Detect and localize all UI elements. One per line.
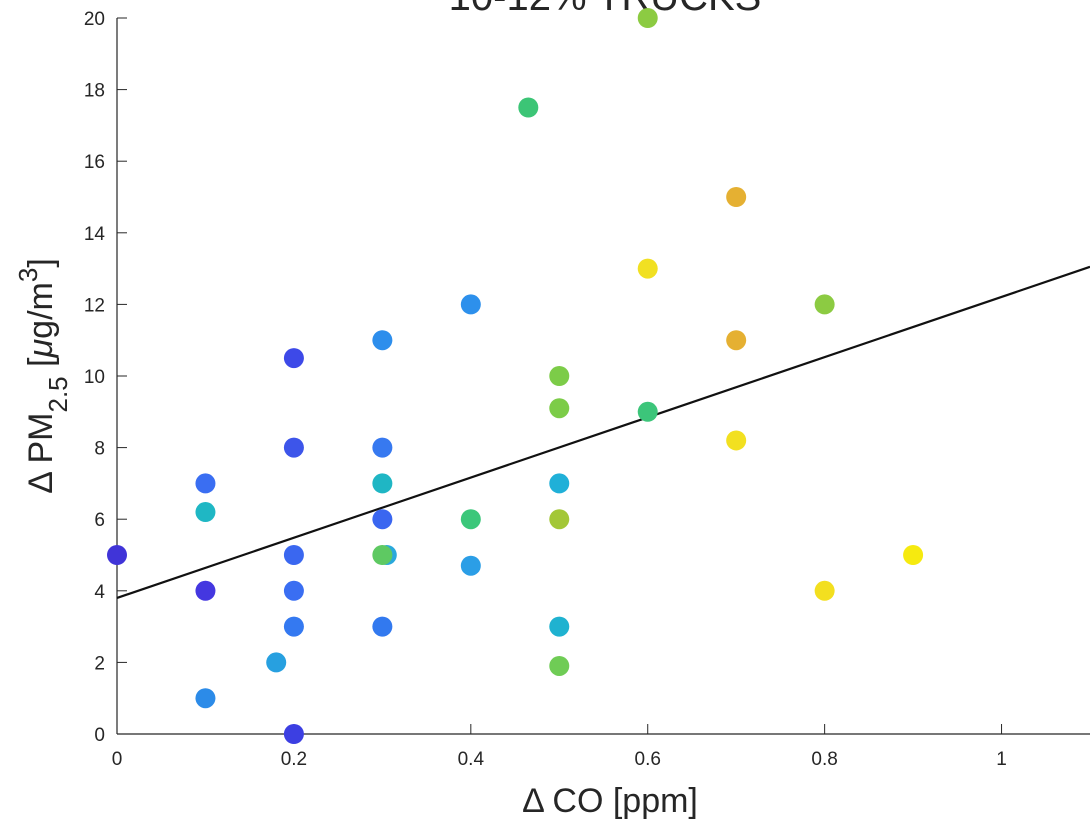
data-point — [372, 617, 392, 637]
data-point — [726, 330, 746, 350]
data-point — [284, 438, 304, 458]
y-tick-label: 4 — [94, 582, 105, 603]
data-point — [284, 348, 304, 368]
y-tick-label: 18 — [84, 81, 105, 102]
x-axis-label: Δ CO [ppm] — [522, 782, 698, 820]
data-point — [549, 509, 569, 529]
data-point — [549, 656, 569, 676]
y-axis-label-mu: μ — [22, 338, 60, 358]
fit-line-group — [117, 267, 1090, 598]
data-point — [638, 402, 658, 422]
y-tick-label: 10 — [84, 367, 105, 388]
data-point — [549, 617, 569, 637]
y-tick-label: 12 — [84, 295, 105, 316]
y-axis-label-superscript: 3 — [13, 268, 43, 282]
data-point — [461, 294, 481, 314]
data-point — [372, 473, 392, 493]
data-point — [195, 688, 215, 708]
x-tick-labels: 0 0.2 0.4 0.6 0.8 1 — [112, 749, 1007, 770]
data-point — [372, 509, 392, 529]
x-tick-label: 0.2 — [281, 749, 307, 770]
x-tick-label: 1 — [996, 749, 1007, 770]
data-point — [266, 652, 286, 672]
data-point — [726, 187, 746, 207]
data-point — [284, 617, 304, 637]
data-point — [372, 330, 392, 350]
y-tick-label: 6 — [94, 510, 105, 531]
y-tick-label: 8 — [94, 439, 105, 460]
y-tick-labels: 0 2 4 6 8 10 12 14 16 18 20 — [84, 9, 106, 746]
data-point — [726, 430, 746, 450]
data-point — [284, 581, 304, 601]
data-point — [461, 509, 481, 529]
y-tick-label: 14 — [84, 224, 106, 245]
data-point — [107, 545, 127, 565]
data-point — [815, 294, 835, 314]
y-tick-label: 2 — [94, 653, 105, 674]
x-tick-label: 0.8 — [811, 749, 837, 770]
y-tick-label: 16 — [84, 152, 105, 173]
data-point — [372, 545, 392, 565]
y-tick-label: 20 — [84, 9, 105, 30]
data-point — [815, 581, 835, 601]
y-axis-label-unit-mid: g/m — [22, 282, 60, 339]
data-point — [284, 724, 304, 744]
data-points — [107, 8, 923, 744]
data-point — [638, 8, 658, 28]
y-axis-label-unit-open: [ — [22, 357, 60, 376]
fit-line — [117, 267, 1090, 598]
data-point — [195, 502, 215, 522]
data-point — [549, 366, 569, 386]
y-axis-label-prefix: Δ PM — [22, 413, 60, 494]
data-point — [638, 259, 658, 279]
x-tick-label: 0 — [112, 749, 123, 770]
y-axis-label-unit-close: ] — [22, 258, 60, 267]
data-point — [903, 545, 923, 565]
data-point — [195, 473, 215, 493]
data-point — [549, 398, 569, 418]
data-point — [461, 556, 481, 576]
chart-title: 10-12% TRUCKS — [449, 0, 762, 19]
x-tick-label: 0.6 — [635, 749, 661, 770]
data-point — [195, 581, 215, 601]
data-point — [372, 438, 392, 458]
data-point — [518, 98, 538, 118]
y-axis-label: Δ PM2.5 [μg/m3] — [13, 258, 73, 494]
y-tick-label: 0 — [94, 725, 105, 746]
data-point — [549, 473, 569, 493]
x-tick-label: 0.4 — [458, 749, 485, 770]
plot-axes — [117, 18, 1090, 734]
data-point — [284, 545, 304, 565]
y-axis-label-subscript: 2.5 — [43, 376, 73, 412]
